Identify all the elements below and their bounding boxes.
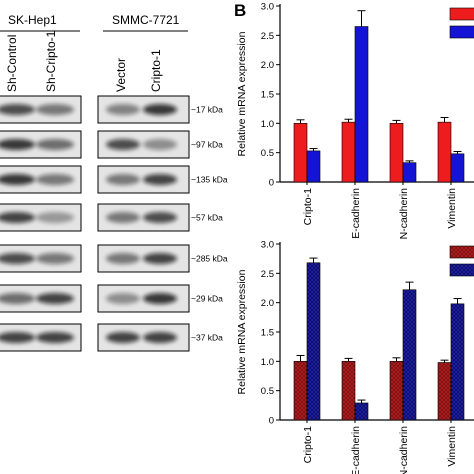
x-tick-label: Vimentin [446,188,458,229]
bar [354,402,369,421]
blot-band [0,104,35,115]
blot-strips: ~17 kDa ~97 kDa ~135 kDa ~57 kDa ~285 kDa ~29… [0,95,228,352]
x-tick-label: Cripto-1 [302,188,314,226]
y-tick-label: 3.0 [261,240,274,251]
y-tick-label: 1.0 [261,119,274,130]
y-tick-label: 0.5 [261,386,274,397]
bar [450,153,465,183]
blot-band [143,293,177,304]
bar [437,121,452,183]
blot-band [36,174,74,185]
bar [389,123,404,183]
x-tick-label: N-cadherin [398,426,410,474]
blot-band [0,332,35,343]
bar-chart-top: 0 0.5 1.0 1.5 2.0 2.5 3.0 Relative mRNA express… [236,2,474,240]
blot-band [143,104,177,115]
molecular-weight-marker: ~29 kDa [191,294,223,304]
molecular-weight-marker: ~17 kDa [191,105,223,115]
lane-label-vector: Vector [114,58,128,92]
y-tick-label: 2.5 [261,269,274,280]
y-tick-label: 1.0 [261,357,274,368]
y-tick-label: 0 [269,178,274,189]
y-axis-label: Relative mRNA expression [236,269,248,394]
blot-band [36,253,74,264]
bar [341,361,356,421]
lane-label-sh-control: Sh-Control [5,35,19,92]
bar [293,123,308,183]
group2-title: SMMC-7721 [112,13,180,27]
x-tick-label: Cripto-1 [302,426,314,464]
blot-band [106,174,140,185]
x-tick-label: E-cadherin [350,426,362,474]
lane-label-cripto-1: Cripto-1 [149,49,163,92]
y-tick-label: 2.0 [261,60,274,71]
legend-swatch [449,25,474,39]
bar [402,289,417,421]
blot-band [106,293,140,304]
blot-band [0,139,35,150]
bar [293,361,308,421]
blot-band [0,212,35,223]
blot-band [36,212,74,223]
blot-band [143,139,177,150]
bar [306,262,321,421]
y-tick-label: 0 [269,416,274,427]
bar-chart-bottom: 0 0.5 1.0 1.5 2.0 2.5 3.0 Relative mRNA express… [236,240,474,474]
western-blot-panel: SK-Hep1 SMMC-7721 Sh-Control Sh-Cripto-1… [0,13,228,352]
legend-swatch [449,7,474,21]
x-tick-label: Vimentin [446,426,458,467]
blot-band [143,212,177,223]
x-tick-label: E-cadherin [350,188,362,239]
bar [450,303,465,421]
blot-band [106,332,140,343]
blot-band [36,332,74,343]
legend-swatch [449,245,474,259]
bar [437,362,452,421]
y-tick-label: 2.0 [261,298,274,309]
molecular-weight-marker: ~97 kDa [191,140,223,150]
bar [341,121,356,183]
blot-band [106,212,140,223]
molecular-weight-marker: ~37 kDa [191,333,223,343]
y-tick-label: 0.5 [261,148,274,159]
molecular-weight-marker: ~57 kDa [191,213,223,223]
blot-band [36,293,74,304]
blot-band [0,174,35,185]
blot-band [0,253,35,264]
y-tick-label: 1.5 [261,328,274,339]
group1-title: SK-Hep1 [8,13,57,27]
blot-band [36,104,74,115]
bar [306,150,321,183]
panel-b-label: B [234,1,246,20]
bar [402,162,417,183]
blot-band [143,174,177,185]
blot-band [106,253,140,264]
bar [354,26,369,183]
y-tick-label: 3.0 [261,2,274,13]
blot-band [106,104,140,115]
y-axis-label: Relative mRNA expression [236,31,248,156]
blot-band [106,139,140,150]
blot-band [143,332,177,343]
y-tick-label: 1.5 [261,90,274,101]
y-tick-label: 2.5 [261,31,274,42]
blot-band [143,253,177,264]
lane-label-sh-cripto-1: Sh-Cripto-1 [44,30,58,92]
legend-swatch [449,263,474,277]
molecular-weight-marker: ~135 kDa [191,175,228,185]
blot-band [36,139,74,150]
blot-band [0,293,35,304]
x-tick-label: N-cadherin [398,188,410,240]
molecular-weight-marker: ~285 kDa [191,254,228,264]
bar [389,361,404,421]
